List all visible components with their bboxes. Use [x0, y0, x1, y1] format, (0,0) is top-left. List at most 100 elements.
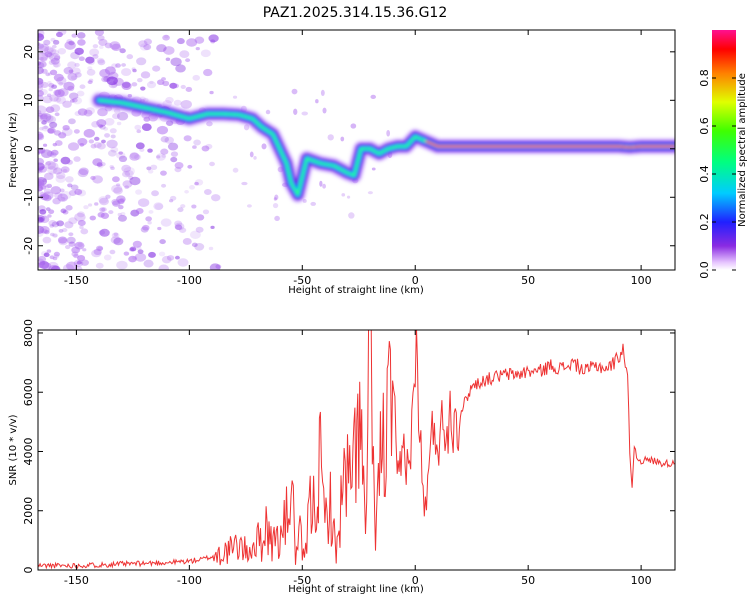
- noise-blob: [169, 199, 174, 203]
- noise-blob: [38, 162, 45, 171]
- spectral-ridge: [91, 92, 675, 203]
- noise-blob: [178, 227, 187, 233]
- noise-blob: [76, 32, 86, 39]
- x-tick-label: -150: [64, 574, 89, 587]
- noise-blob: [43, 172, 54, 181]
- noise-blob: [110, 134, 116, 139]
- noise-blob: [101, 139, 106, 144]
- noise-blob: [38, 77, 44, 85]
- noise-blob: [96, 57, 105, 64]
- noise-blob: [89, 215, 96, 221]
- noise-blob: [65, 205, 73, 211]
- noise-blob: [116, 111, 129, 121]
- noise-blob: [76, 260, 82, 265]
- noise-blob: [170, 57, 182, 67]
- noise-blob: [196, 214, 205, 221]
- noise-blob: [38, 149, 44, 154]
- snr-x-ticks: -150 -100 -50 0 50 100: [64, 330, 652, 587]
- noise-blob: [249, 151, 254, 158]
- noise-blob: [58, 237, 68, 246]
- noise-blob: [152, 65, 161, 72]
- noise-blob: [210, 225, 215, 229]
- noise-blob: [38, 165, 43, 173]
- noise-blob: [57, 47, 67, 55]
- noise-blob: [146, 166, 152, 171]
- noise-blob: [40, 56, 48, 62]
- noise-blob: [92, 158, 103, 167]
- noise-blob: [180, 84, 186, 89]
- noise-blob: [176, 38, 185, 45]
- noise-blob: [123, 251, 130, 256]
- x-tick-label: 50: [521, 574, 535, 587]
- noise-blob: [113, 186, 123, 195]
- noise-blob: [67, 61, 77, 69]
- noise-blob: [163, 46, 175, 55]
- noise-blob: [253, 155, 257, 160]
- noise-blob: [107, 149, 117, 157]
- noise-blob: [94, 136, 100, 141]
- noise-blob: [159, 239, 166, 245]
- noise-blob: [41, 228, 48, 234]
- noise-blob: [74, 212, 86, 222]
- noise-blob: [53, 234, 58, 238]
- noise-blob: [53, 130, 62, 136]
- noise-blob: [53, 158, 58, 163]
- noise-blob: [63, 67, 74, 75]
- noise-blob: [174, 161, 184, 169]
- noise-blob: [73, 129, 80, 134]
- noise-blob: [150, 164, 158, 170]
- noise-blob: [103, 127, 109, 131]
- noise-blob: [44, 46, 54, 54]
- noise-blob: [156, 125, 169, 135]
- noise-blob: [39, 215, 50, 224]
- noise-blob: [160, 218, 172, 227]
- noise-blob: [179, 50, 190, 58]
- noise-blob: [64, 41, 76, 50]
- noise-blob: [78, 56, 85, 62]
- noise-blob: [52, 197, 61, 205]
- spectrogram-frame: [37, 29, 676, 271]
- noise-blob: [68, 241, 76, 247]
- noise-blob: [45, 115, 57, 124]
- noise-blob: [320, 89, 325, 97]
- noise-blob: [160, 136, 169, 143]
- colorbar-tick-label: 0.4: [698, 165, 711, 183]
- noise-blob: [88, 139, 95, 144]
- noise-blob: [77, 169, 89, 178]
- noise-blob: [94, 30, 105, 36]
- noise-blob: [186, 38, 198, 47]
- noise-blob: [52, 142, 58, 147]
- noise-blob: [273, 197, 277, 201]
- noise-blob: [170, 151, 179, 157]
- noise-blob: [93, 141, 102, 149]
- noise-blob: [68, 69, 74, 74]
- noise-blob: [147, 148, 153, 153]
- noise-blob: [156, 155, 161, 159]
- noise-blob: [77, 211, 85, 218]
- noise-blob: [39, 225, 50, 234]
- noise-blob: [99, 124, 106, 130]
- noise-blob: [38, 109, 42, 115]
- noise-blob: [40, 113, 48, 120]
- noise-blob: [45, 161, 52, 166]
- noise-blob: [137, 198, 150, 207]
- noise-blob: [93, 248, 102, 256]
- noise-blob: [138, 40, 148, 48]
- noise-blob: [42, 194, 52, 202]
- noise-blob: [38, 105, 47, 115]
- noise-blob: [38, 42, 41, 47]
- noise-blob: [50, 49, 59, 56]
- noise-blob: [164, 34, 169, 39]
- noise-blob: [121, 164, 132, 173]
- noise-blob: [54, 140, 63, 147]
- noise-blob: [206, 121, 213, 127]
- noise-blob: [104, 66, 116, 75]
- noise-blob: [49, 52, 61, 62]
- noise-blob: [161, 154, 167, 158]
- noise-blob: [45, 106, 55, 114]
- noise-blob: [79, 225, 84, 230]
- noise-blob: [38, 126, 44, 131]
- noise-blob: [136, 129, 142, 134]
- noise-blob: [82, 248, 87, 252]
